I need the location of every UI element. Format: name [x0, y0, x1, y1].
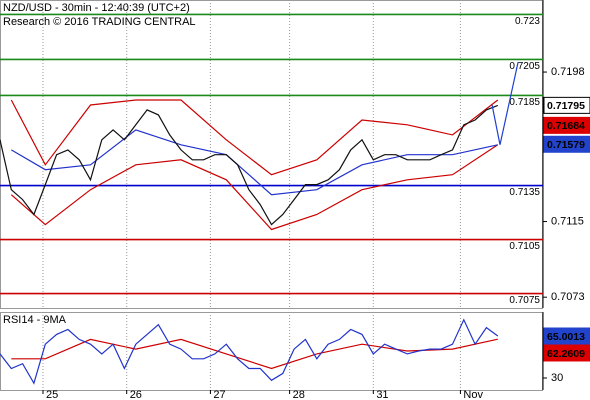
level-label: 0.7185 [509, 97, 540, 108]
y-tick-label: 30 [551, 372, 563, 384]
x-tick-label: 28 [293, 389, 305, 400]
value-box [543, 96, 590, 114]
x-tick-label: 31 [376, 389, 388, 400]
series-line [0, 104, 499, 226]
y-tick-label: 0.7198 [551, 66, 585, 78]
panel-subtitle: Research © 2016 TRADING CENTRAL [3, 16, 196, 28]
value-box-label: 0.71795 [547, 100, 585, 112]
panel-title: RSI14 - 9MA [3, 314, 67, 326]
series-line [11, 338, 498, 370]
value-box [543, 116, 590, 134]
level-label: 0.7205 [509, 61, 540, 72]
level-label: 0.7135 [509, 187, 540, 198]
level-label: 0.7075 [509, 295, 540, 306]
value-box-label: 62.2609 [547, 348, 585, 360]
series-line [0, 318, 499, 385]
value-box [543, 135, 590, 153]
value-box [543, 344, 590, 362]
x-tick-label: 26 [130, 389, 142, 400]
value-box-label: 0.71684 [547, 120, 585, 132]
x-tick-label: Nov [463, 389, 483, 400]
panel-title: NZD/USD - 30min - 12:40:39 (UTC+2) [3, 2, 190, 14]
x-tick-label: 25 [46, 389, 58, 400]
level-label: 0.723 [515, 16, 540, 27]
series-line [491, 61, 519, 145]
value-box-label: 0.71579 [547, 139, 585, 151]
y-tick-label: 0.7115 [551, 215, 584, 227]
series-line [10, 99, 499, 176]
series-line [10, 144, 499, 231]
value-box-label: 65.0013 [547, 331, 585, 343]
x-tick-label: 27 [213, 389, 225, 400]
y-tick-label: 0.7073 [551, 291, 585, 303]
level-label: 0.7105 [509, 241, 540, 252]
value-box [543, 327, 590, 345]
